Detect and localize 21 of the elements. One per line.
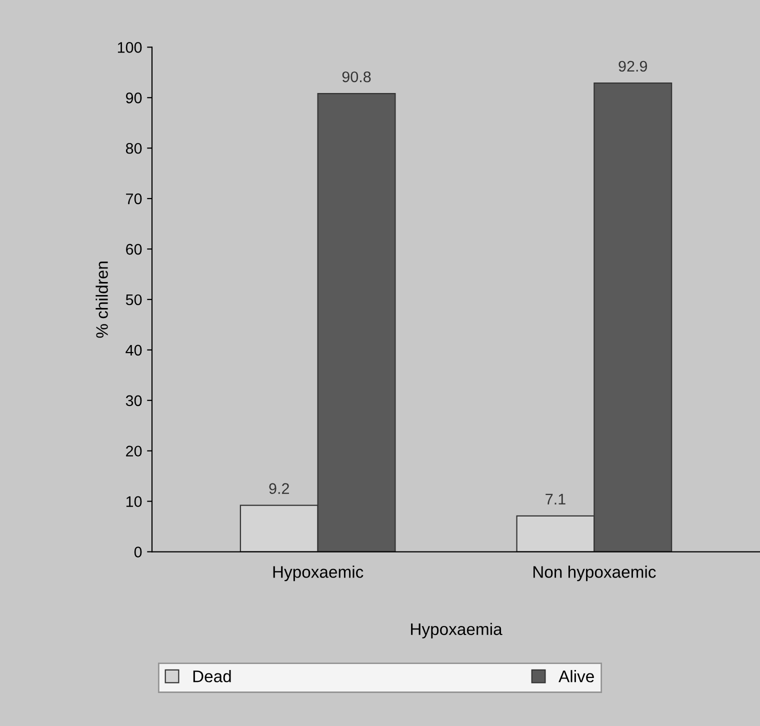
y-tick-label: 30 (126, 395, 142, 406)
y-tick-label: 40 (126, 344, 142, 356)
legend-label: Alive (558, 670, 594, 682)
y-tick-label: 90 (126, 92, 142, 104)
y-tick-label: 70 (126, 193, 142, 204)
y-tick-label: 60 (126, 244, 142, 255)
data-label: 90.8 (342, 71, 371, 82)
data-label: 9.2 (269, 483, 289, 494)
y-tick-label: 100 (118, 42, 142, 53)
y-tick-label: 10 (126, 496, 142, 507)
y-tick-label: 20 (126, 446, 142, 457)
y-tick-label: 80 (126, 142, 142, 154)
legend-label: Dead (193, 670, 231, 682)
x-axis-title: Hypoxaemia (411, 622, 502, 638)
data-label: 92.9 (618, 60, 648, 72)
y-axis-title: % children (96, 262, 108, 338)
y-tick-label: 50 (126, 294, 142, 306)
x-tick-label: Hypoxaemic (273, 566, 364, 582)
x-tick-label: Non hypoxaemic (533, 566, 656, 582)
data-label: 7.1 (546, 494, 566, 504)
y-tick-label: 0 (134, 546, 142, 558)
